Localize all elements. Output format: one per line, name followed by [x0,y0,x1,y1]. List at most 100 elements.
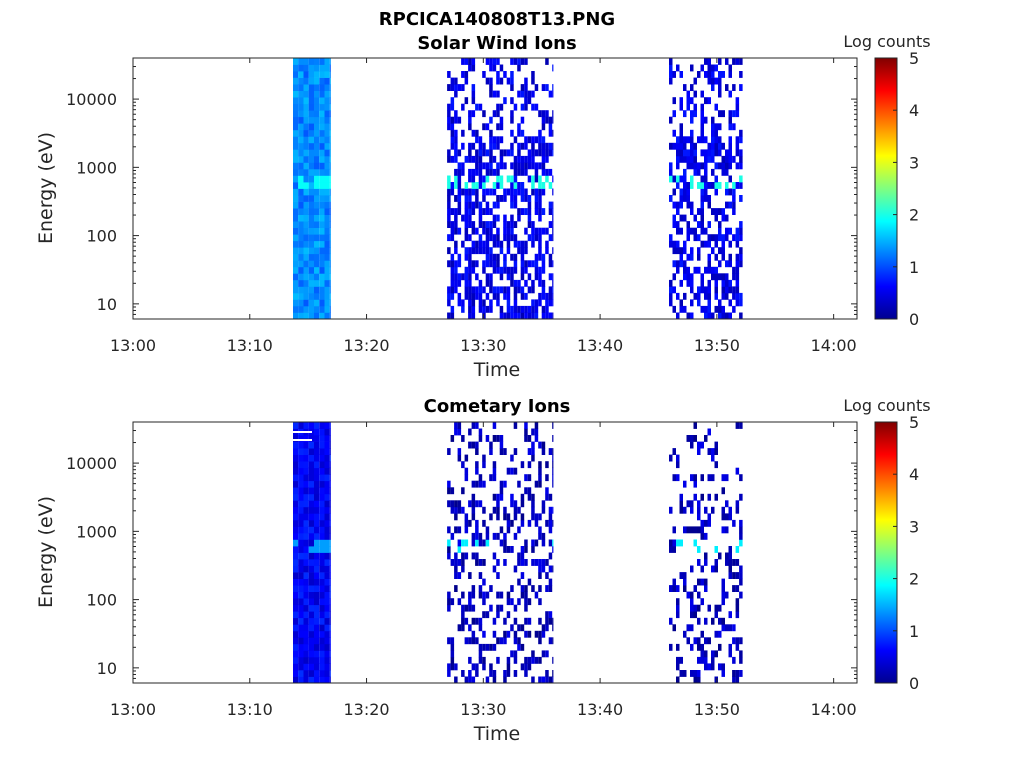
spectrogram-cell [489,305,493,313]
spectrogram-cell [524,58,528,65]
spectrogram-cell [471,240,476,248]
spectrogram-cell [293,604,299,612]
spectrogram-cell [732,195,736,202]
spectrogram-cell [468,149,472,157]
spectrogram-cell [548,513,553,521]
spectrogram-cell [319,208,325,215]
spectrogram-cell [319,188,325,196]
spectrogram-cell [303,513,309,521]
spectrogram-cell [464,182,469,189]
spectrogram-cell [693,168,697,176]
spectrogram-cell [510,77,514,85]
spectrogram-cell [308,493,314,501]
spectrogram-cell [293,422,299,429]
spectrogram-cell [517,188,521,196]
spectrogram-cell [303,643,309,651]
spectrogram-cell [496,637,500,645]
spectrogram-cell [732,286,736,294]
spectrogram-cell [707,299,711,307]
spectrogram-cell [520,116,525,124]
spectrogram-cell [721,247,725,255]
spectrogram-cell [704,506,708,514]
spectrogram-cell [482,227,486,235]
spectrogram-cell [711,168,715,176]
spectrogram-cell [704,552,708,560]
spectrogram-cell [683,630,687,638]
spectrogram-cell [510,84,514,91]
spectrogram-cell [735,240,740,248]
spectrogram-cell [496,142,500,150]
spectrogram-cell [314,441,320,449]
spectrogram-cell [527,435,532,442]
spectrogram-cell [503,266,507,274]
spectrogram-cell [735,266,740,274]
spectrogram-cell [728,260,732,268]
spectrogram-cell [478,175,483,183]
spectrogram-cell [690,116,694,124]
spectrogram-cell [293,227,299,235]
spectrogram-cell [308,279,314,287]
spectrogram-cell [308,103,314,111]
spectrogram-cell [298,71,304,78]
spectrogram-cell [319,142,325,150]
spectrogram-cell [314,240,320,248]
spectrogram-cell [721,162,725,170]
spectrogram-cell [298,617,304,625]
spectrogram-cell [520,260,525,268]
spectrogram-cell [464,617,469,625]
spectrogram-cell [319,305,325,313]
spectrogram-cell [492,461,497,469]
spectrogram-cell [707,64,711,72]
spectrogram-cell [293,552,299,560]
spectrogram-cell [683,266,687,274]
spectrogram-cell [503,188,507,196]
spectrogram-cell [531,162,535,170]
spectrogram-cell [492,182,497,189]
spectrogram-cell [471,155,476,163]
spectrogram-cell [461,58,465,65]
spectrogram-cell [679,260,683,268]
spectrogram-cell [700,149,704,157]
spectrogram-cell [548,149,553,157]
spectrogram-cell [676,175,680,183]
spectrogram-cell [461,168,465,176]
spectrogram-cell [468,123,472,131]
spectrogram-cell [485,77,490,85]
spectrogram-cell [303,175,309,183]
spectrogram-cell [704,155,708,163]
spectrogram-cell [527,273,532,281]
spectrogram-cell [293,195,299,202]
spectrogram-cell [303,441,309,449]
spectrogram-cell [721,240,725,248]
spectrogram-cell [303,201,309,209]
spectrogram-cell [329,162,331,170]
spectrogram-cell [739,227,743,235]
spectrogram-cell [725,591,729,599]
spectrogram-cell [704,97,708,105]
spectrogram-cell [293,116,299,124]
spectrogram-cell [538,214,542,222]
spectrogram-cell [725,513,729,521]
spectrogram-cell [329,559,331,566]
spectrogram-cell [329,221,331,228]
spectrogram-cell [524,487,528,495]
spectrogram-cell [527,312,532,320]
spectrogram-cell [485,532,490,540]
spectrogram-cell [506,611,511,619]
spectrogram-cell [707,149,711,157]
spectrogram-cell [506,149,511,157]
spectrogram-cell [468,253,472,261]
spectrogram-cell [524,656,528,664]
spectrogram-cell [447,480,451,488]
spectrogram-cell [482,71,486,78]
spectrogram-cell [672,110,676,118]
spectrogram-cell [471,266,476,274]
spectrogram-cell [531,188,535,196]
spectrogram-cell [314,292,320,300]
spectrogram-cell [510,221,514,228]
spectrogram-cell [468,58,472,65]
spectrogram-cell [704,650,708,658]
spectrogram-cell [520,58,525,65]
spectrogram-cell [499,539,504,547]
spectrogram-cell [711,312,715,320]
